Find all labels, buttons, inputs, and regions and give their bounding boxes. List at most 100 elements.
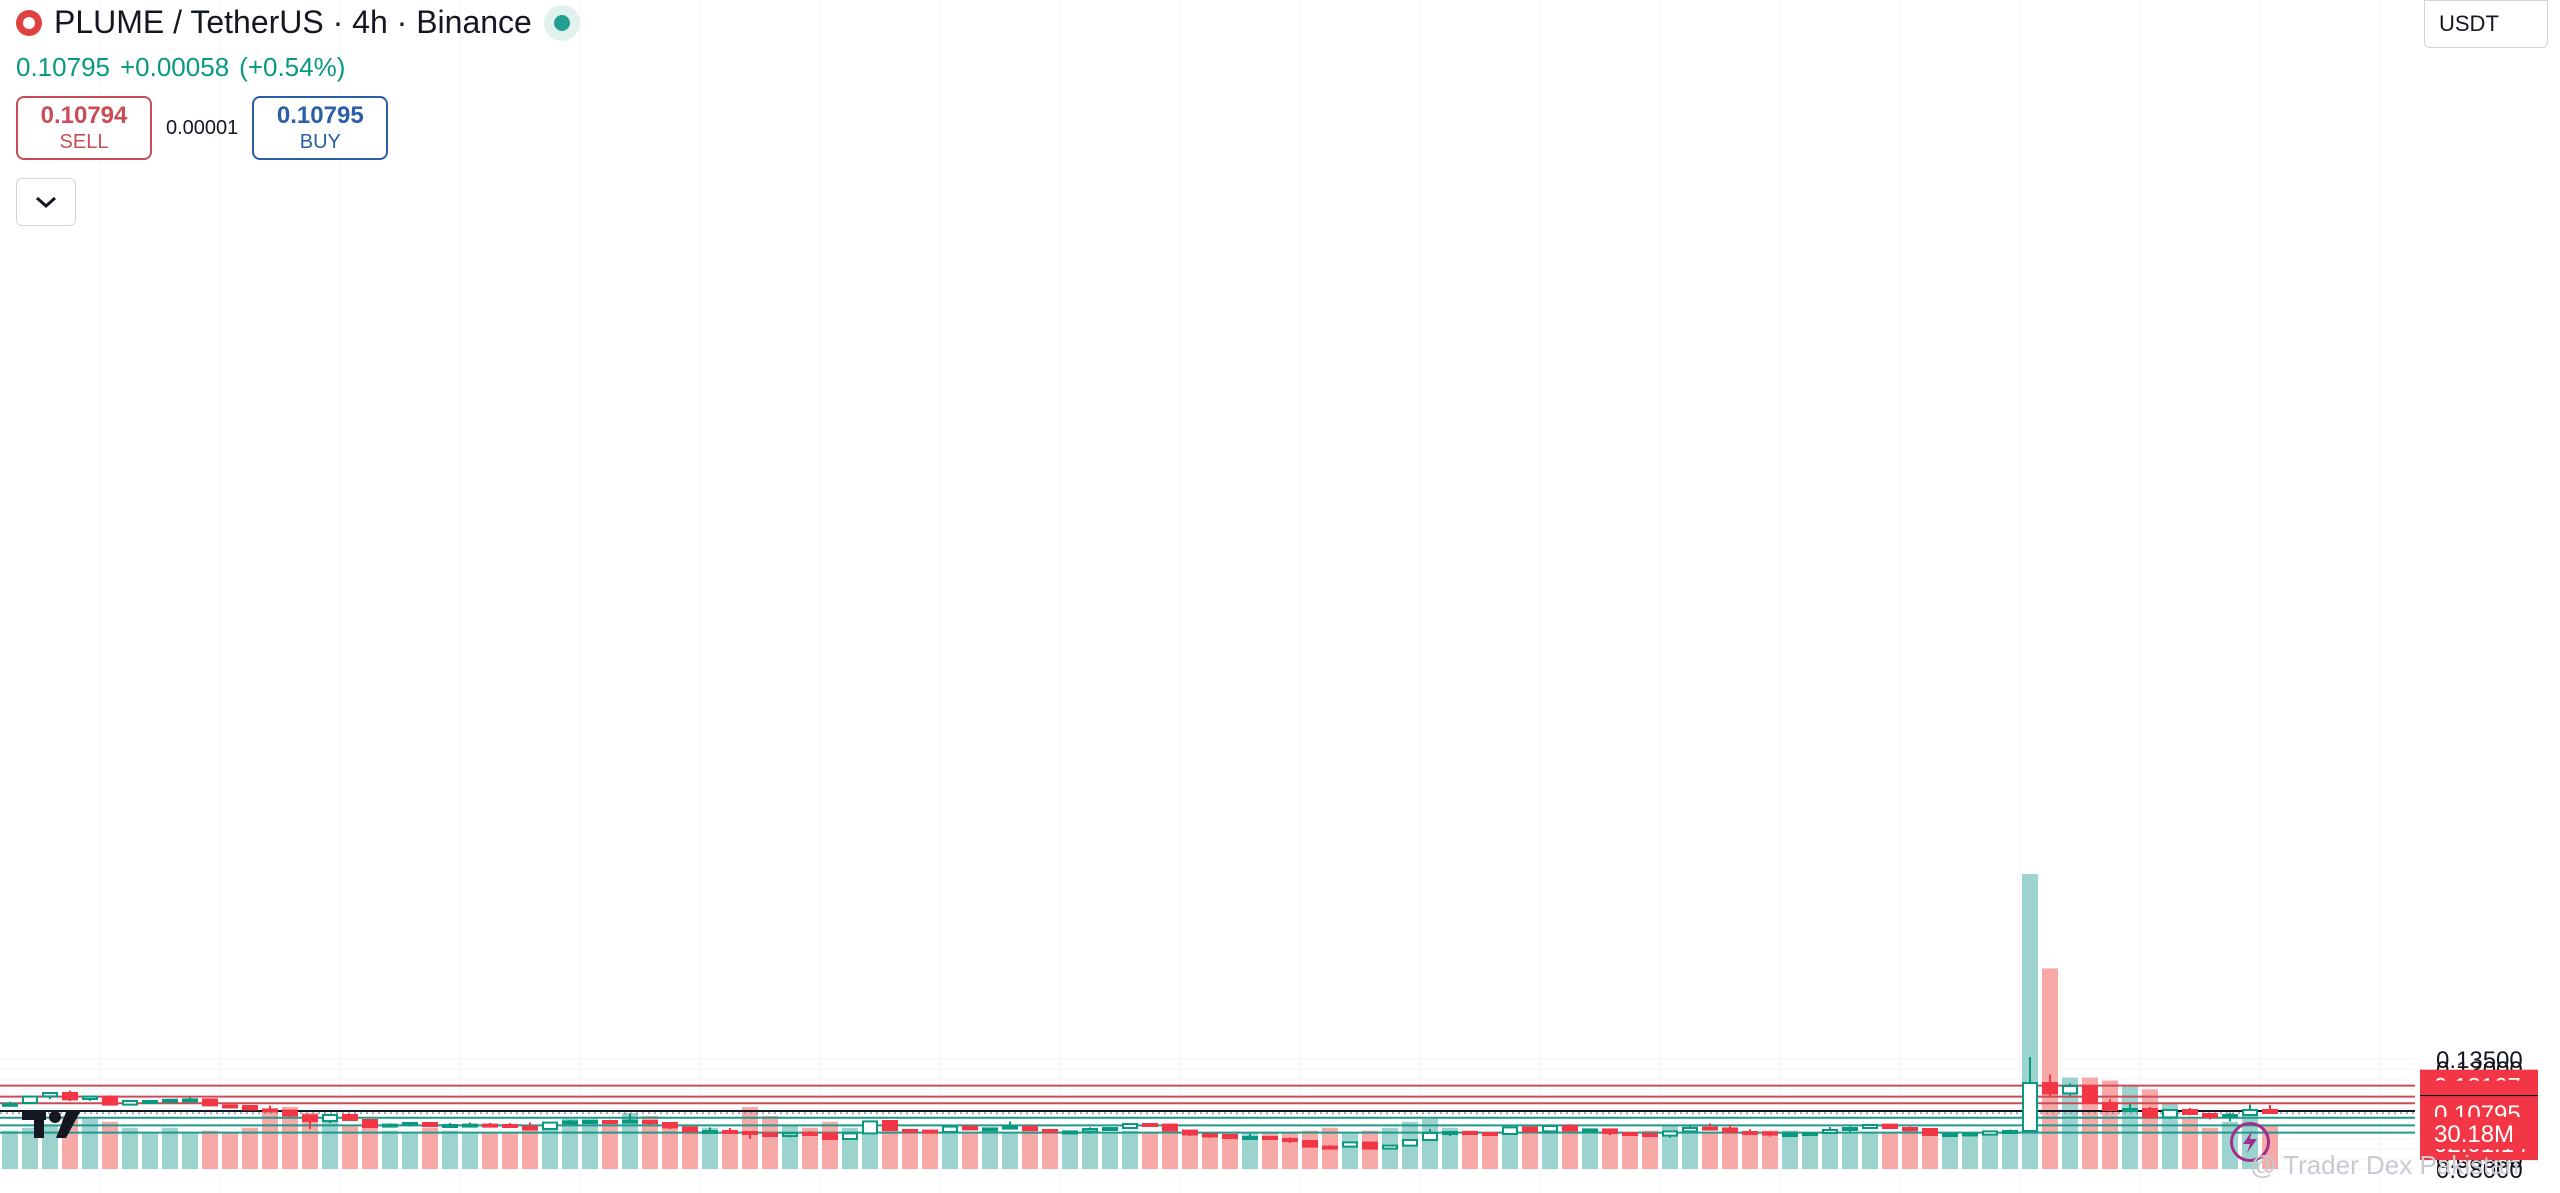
candle <box>1722 1125 1738 1134</box>
volume-bar <box>902 1133 918 1169</box>
candle-body <box>722 1130 738 1134</box>
volume-bar <box>1182 1130 1198 1169</box>
chevron-down-icon <box>36 196 56 209</box>
spread-value: 0.00001 <box>166 116 239 139</box>
candle <box>982 1127 998 1132</box>
candle-body <box>162 1098 178 1103</box>
candle <box>582 1120 598 1124</box>
volume-bar <box>662 1127 678 1169</box>
candle <box>1142 1123 1158 1127</box>
currency-selector[interactable]: USDT <box>2424 0 2548 48</box>
candle <box>802 1131 818 1136</box>
candle-body <box>2082 1085 2098 1104</box>
candle <box>762 1132 778 1138</box>
candle <box>22 1095 38 1104</box>
lightning-icon[interactable] <box>2230 1122 2270 1162</box>
volume-bar <box>1722 1130 1738 1169</box>
candle-body <box>1822 1129 1838 1134</box>
volume-bar <box>382 1130 398 1169</box>
volume-bar <box>1882 1133 1898 1169</box>
candle <box>222 1104 238 1109</box>
candle-body <box>582 1120 598 1124</box>
volume-bar <box>562 1118 578 1169</box>
volume-bar <box>1362 1130 1378 1169</box>
candle-body <box>1022 1125 1038 1131</box>
volume-bar <box>702 1127 718 1169</box>
volume-bar <box>222 1133 238 1169</box>
candle <box>1522 1126 1538 1133</box>
candle <box>702 1127 718 1134</box>
candle <box>1122 1123 1138 1129</box>
candle-body <box>2262 1109 2278 1114</box>
candle-body <box>342 1114 358 1121</box>
candle-body <box>82 1095 98 1100</box>
candle <box>182 1097 198 1103</box>
candle-body <box>1162 1123 1178 1132</box>
candle-body <box>202 1098 218 1107</box>
volume-bar <box>502 1133 518 1169</box>
candle <box>1682 1124 1698 1133</box>
price-change-pct: (+0.54%) <box>239 52 346 82</box>
volume-bar <box>1782 1130 1798 1169</box>
volume-bar <box>2142 1089 2158 1169</box>
candle <box>122 1100 138 1106</box>
volume-bar <box>342 1124 358 1169</box>
candle <box>2242 1104 2258 1116</box>
candle-body <box>1462 1131 1478 1135</box>
candle <box>1942 1133 1958 1137</box>
candle <box>1402 1139 1418 1147</box>
volume-bar <box>1262 1133 1278 1169</box>
volume-bar <box>922 1130 938 1169</box>
candle-body <box>782 1132 798 1138</box>
candle <box>162 1098 178 1103</box>
candle <box>462 1122 478 1128</box>
candle-body <box>2 1102 18 1107</box>
candle <box>102 1095 118 1106</box>
volume-bar <box>1642 1130 1658 1169</box>
candle-body <box>1962 1132 1978 1137</box>
volume-bars <box>2 874 2278 1169</box>
volume-bar <box>2042 968 2058 1169</box>
tradingview-logo-icon[interactable] <box>22 1108 88 1142</box>
sell-button[interactable]: 0.10794 SELL <box>16 96 152 160</box>
candle <box>1362 1141 1378 1150</box>
volume-bar <box>302 1112 318 1169</box>
candle <box>342 1114 358 1121</box>
volume-bar <box>2162 1104 2178 1169</box>
sell-label: SELL <box>59 131 109 153</box>
candle <box>1202 1133 1218 1138</box>
volume-bar <box>1082 1133 1098 1169</box>
collapse-legend-button[interactable] <box>16 178 76 226</box>
volume-bar <box>1462 1130 1478 1169</box>
candle-body <box>222 1104 238 1109</box>
volume-bar <box>1442 1127 1458 1169</box>
candle-body <box>1302 1140 1318 1148</box>
market-open-dot-icon[interactable] <box>543 4 580 41</box>
candle-body <box>1442 1131 1458 1135</box>
candle-body <box>1982 1130 1998 1136</box>
candle <box>1462 1131 1478 1135</box>
volume-bar <box>162 1127 178 1169</box>
candle-body <box>522 1125 538 1131</box>
candle-body <box>822 1132 838 1141</box>
candle-body <box>842 1132 858 1141</box>
candle-body <box>382 1123 398 1128</box>
candle <box>942 1124 958 1133</box>
candle-body <box>1802 1132 1818 1136</box>
candle <box>2062 1083 2078 1096</box>
candle <box>2262 1105 2278 1114</box>
candle <box>2 1101 18 1107</box>
candle <box>142 1100 158 1104</box>
symbol-title[interactable]: PLUME / TetherUS · 4h · Binance <box>54 4 532 40</box>
candle-body <box>1042 1129 1058 1133</box>
volume-bar <box>1022 1130 1038 1169</box>
volume-bar <box>1122 1130 1138 1169</box>
buy-button[interactable]: 0.10795 BUY <box>252 96 389 160</box>
volume-bar <box>582 1118 598 1169</box>
volume-bar <box>1582 1133 1598 1169</box>
candle <box>1662 1130 1678 1138</box>
volume-bar <box>322 1115 338 1169</box>
candle-body <box>142 1100 158 1104</box>
candle <box>1422 1129 1438 1141</box>
